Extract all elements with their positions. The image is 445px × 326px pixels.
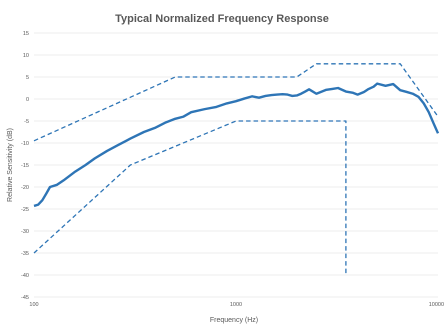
y-tick-label: 15 bbox=[23, 31, 29, 37]
y-tick-label: -10 bbox=[21, 141, 29, 147]
y-axis-label: Relative Sensitivity (dB) bbox=[7, 128, 14, 202]
y-tick-labels: 15 10 5 0 -5 -10 -15 -20 -25 -30 -35 -40 -45 bbox=[21, 31, 29, 301]
y-tick-label: -5 bbox=[24, 119, 29, 125]
x-tick-label: 10000 bbox=[429, 302, 444, 308]
x-tick-label: 100 bbox=[29, 302, 38, 308]
upper-limit-dashed-line bbox=[33, 63, 439, 142]
y-tick-label: -40 bbox=[21, 273, 29, 279]
y-tick-label: -25 bbox=[21, 207, 29, 213]
y-tick-label: -45 bbox=[21, 295, 29, 301]
y-tick-label: 0 bbox=[26, 97, 29, 103]
grid-layer bbox=[34, 32, 438, 298]
y-tick-label: -30 bbox=[21, 229, 29, 235]
y-tick-label: -35 bbox=[21, 251, 29, 257]
chart-title: Typical Normalized Frequency Response bbox=[115, 13, 329, 25]
lower-limit-dashed-line bbox=[33, 120, 347, 275]
y-tick-label: -15 bbox=[21, 163, 29, 169]
x-axis-label: Frequency (Hz) bbox=[210, 317, 258, 324]
x-tick-labels: 100 1000 10000 bbox=[29, 302, 444, 308]
y-tick-label: -20 bbox=[21, 185, 29, 191]
x-tick-label: 1000 bbox=[230, 302, 242, 308]
y-tick-label: 5 bbox=[26, 75, 29, 81]
y-tick-label: 10 bbox=[23, 53, 29, 59]
measured-response-line bbox=[33, 82, 440, 208]
series-layer bbox=[33, 63, 440, 275]
